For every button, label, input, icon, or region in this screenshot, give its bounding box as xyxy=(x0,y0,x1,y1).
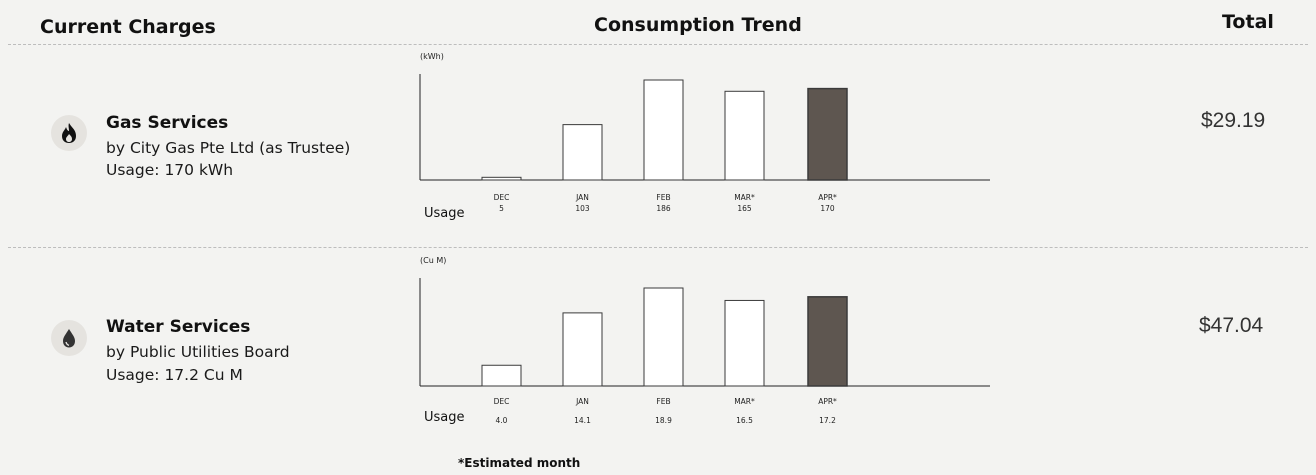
water-total-amount: $47.04 xyxy=(1199,314,1264,337)
month-tick-label: DEC xyxy=(494,193,510,202)
gas-service-name: Gas Services xyxy=(106,113,229,133)
gas-total-amount: $29.19 xyxy=(1201,109,1266,132)
current-charges-heading: Current Charges xyxy=(40,16,216,38)
chart-bar xyxy=(807,296,848,387)
month-tick-label: FEB xyxy=(656,397,670,406)
flame-icon xyxy=(51,115,87,151)
usage-value-label: 165 xyxy=(737,204,752,213)
month-tick-label: JAN xyxy=(575,397,589,406)
header-divider xyxy=(8,44,1308,45)
chart-bar xyxy=(481,364,522,387)
month-tick-label: DEC xyxy=(494,397,510,406)
gas-provider: by City Gas Pte Ltd (as Trustee) xyxy=(106,139,351,157)
water-usage-row-label: Usage xyxy=(424,410,465,425)
month-tick-label: APR* xyxy=(818,397,837,406)
chart-bar xyxy=(643,287,684,387)
total-heading: Total xyxy=(1222,11,1274,33)
usage-value-label: 16.5 xyxy=(736,416,753,425)
chart-bar xyxy=(481,176,522,181)
month-tick-label: FEB xyxy=(656,193,670,202)
usage-value-label: 18.9 xyxy=(655,416,672,425)
month-tick-label: MAR* xyxy=(734,397,755,406)
water-chart-unit: (Cu M) xyxy=(420,256,447,265)
water-service-name: Water Services xyxy=(106,317,251,337)
usage-value-label: 170 xyxy=(820,204,835,213)
month-tick-label: APR* xyxy=(818,193,837,202)
service-divider xyxy=(8,247,1308,248)
usage-value-label: 4.0 xyxy=(496,416,508,425)
water-drop-icon xyxy=(51,320,87,356)
chart-bar xyxy=(643,79,684,181)
chart-bar xyxy=(724,90,765,181)
usage-value-label: 14.1 xyxy=(574,416,591,425)
month-tick-label: JAN xyxy=(575,193,589,202)
month-tick-label: MAR* xyxy=(734,193,755,202)
chart-bar xyxy=(724,299,765,387)
gas-chart-unit: (kWh) xyxy=(420,52,444,61)
usage-value-label: 186 xyxy=(656,204,671,213)
usage-value-label: 5 xyxy=(499,204,504,213)
usage-value-label: 17.2 xyxy=(819,416,836,425)
chart-bar xyxy=(562,312,603,387)
water-usage: Usage: 17.2 Cu M xyxy=(106,366,243,384)
chart-bar xyxy=(562,124,603,181)
usage-value-label: 103 xyxy=(575,204,590,213)
gas-usage-row-label: Usage xyxy=(424,206,465,221)
water-provider: by Public Utilities Board xyxy=(106,343,290,361)
estimated-month-footnote: *Estimated month xyxy=(458,456,581,470)
consumption-trend-heading: Consumption Trend xyxy=(594,14,802,36)
chart-bar xyxy=(807,87,848,181)
gas-usage: Usage: 170 kWh xyxy=(106,161,234,179)
